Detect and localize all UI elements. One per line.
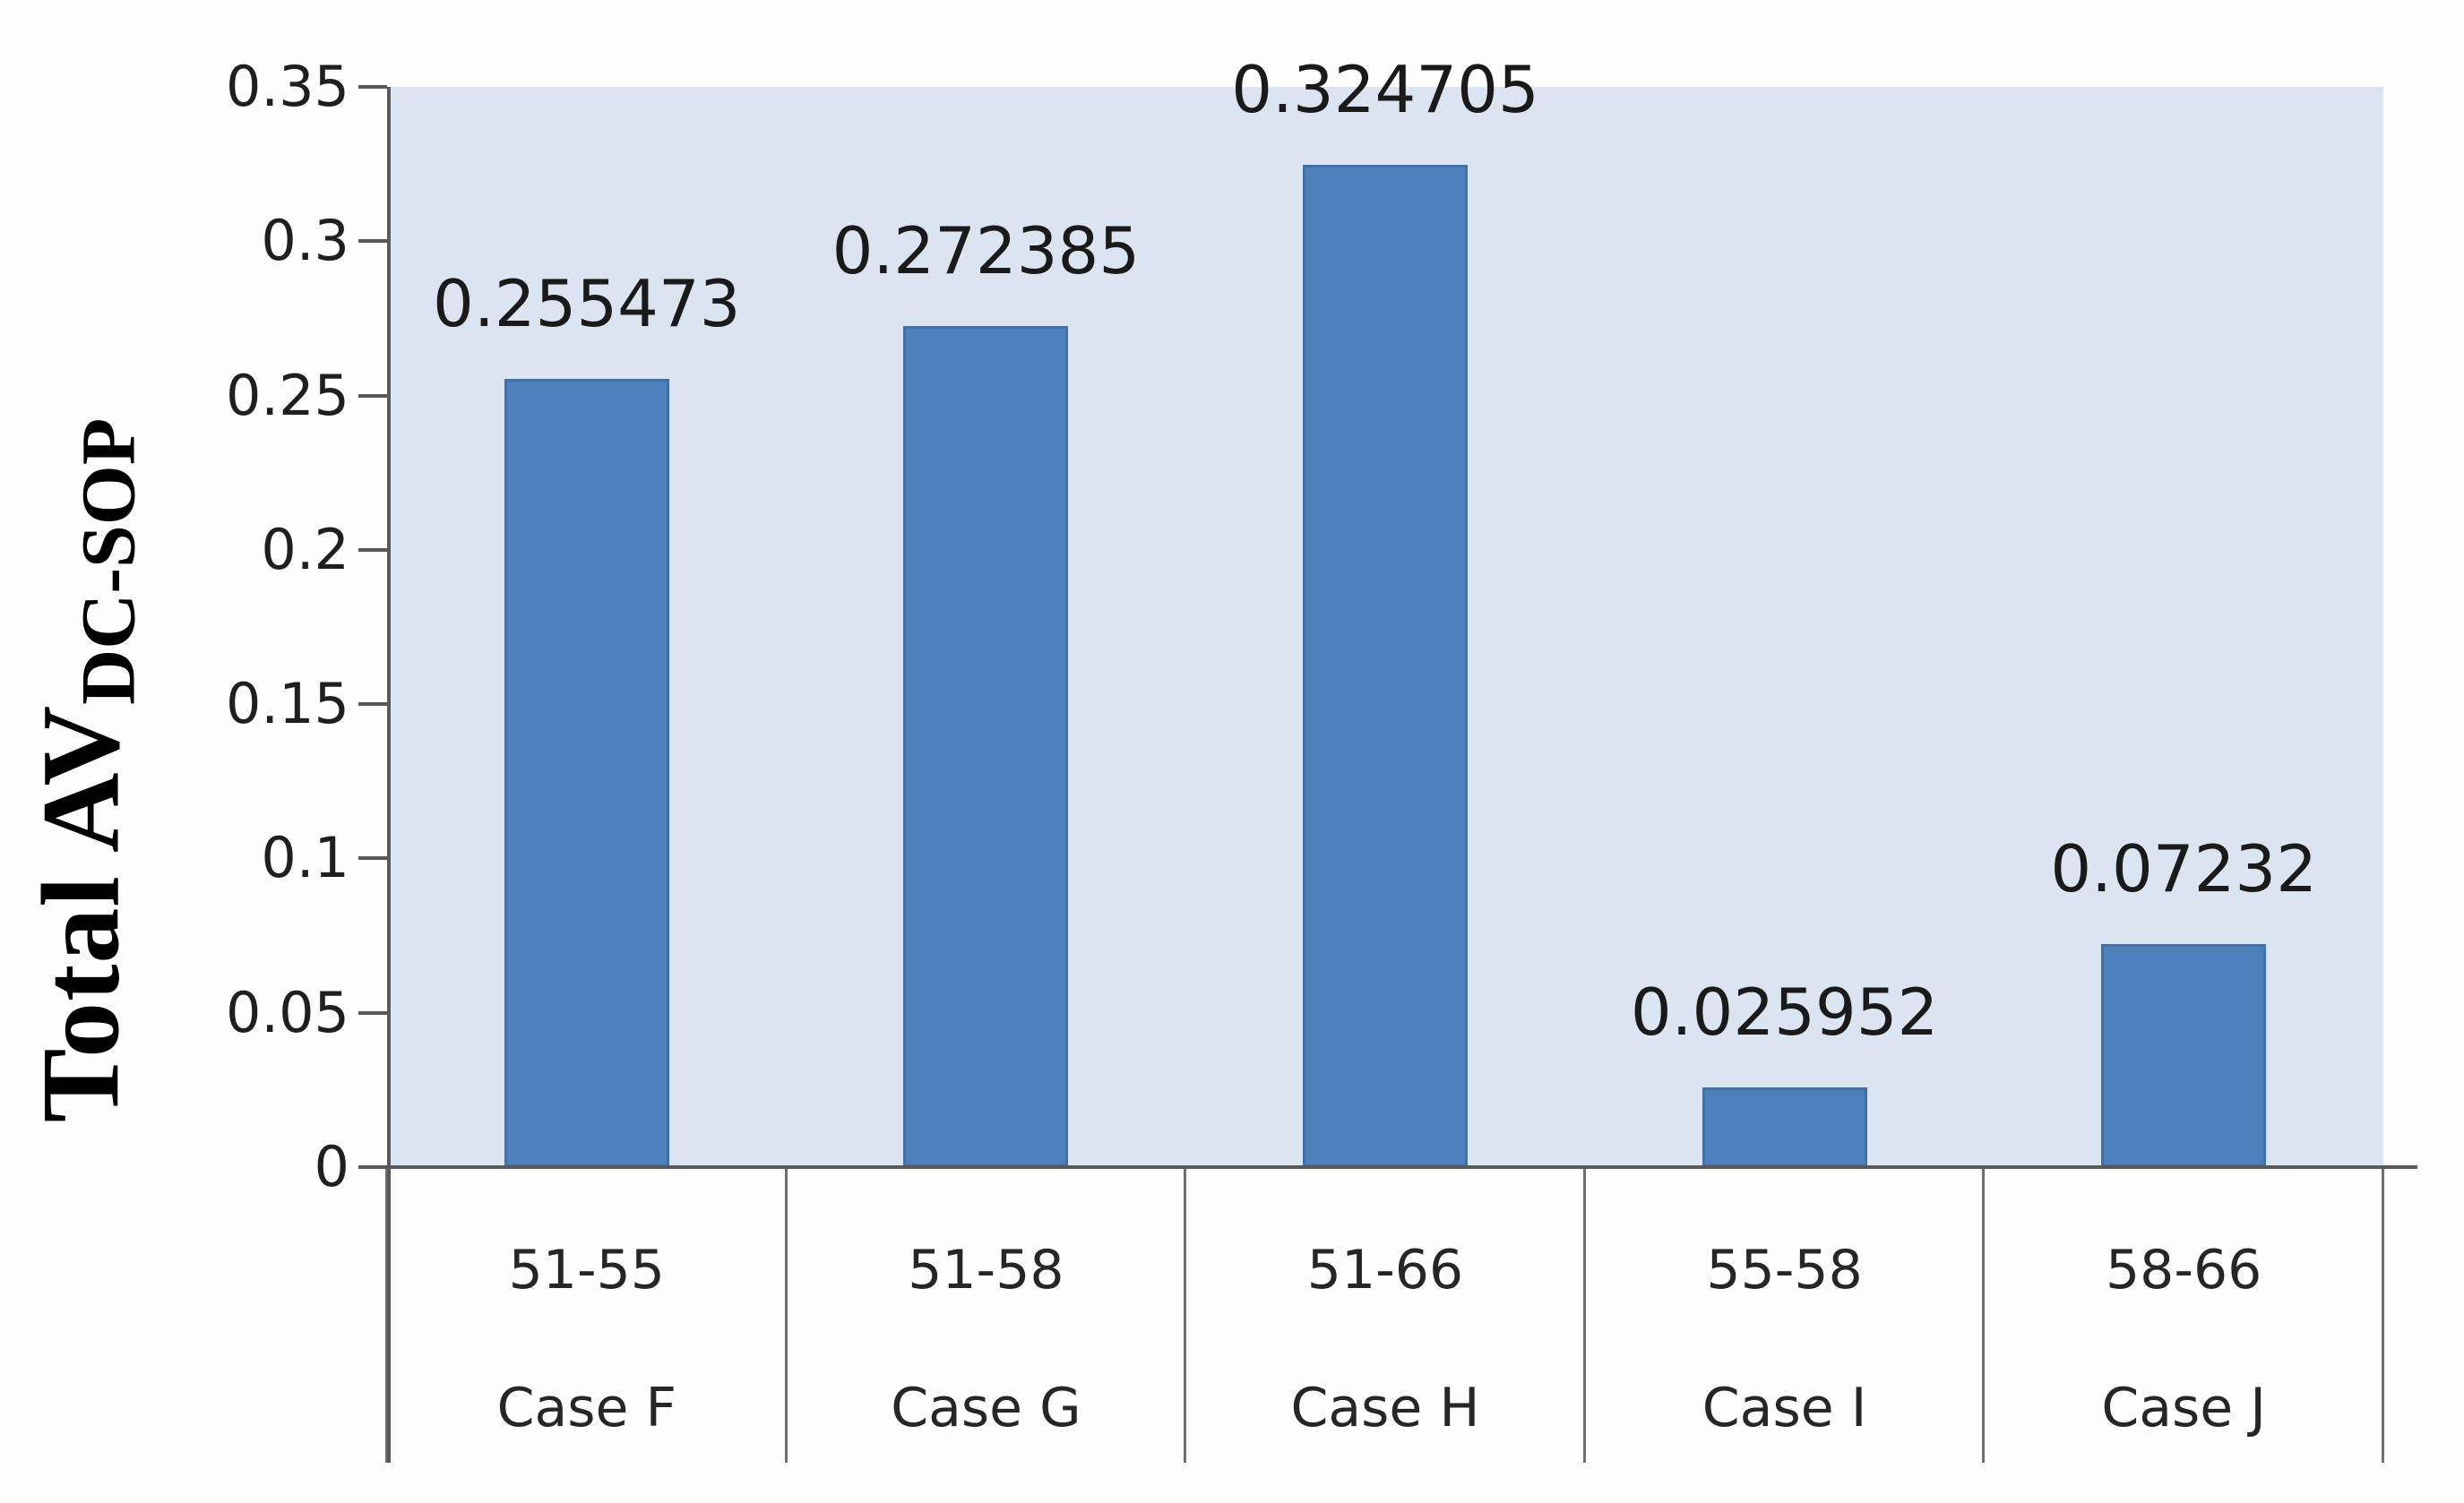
category-separator [2382,1167,2384,1463]
bar [2101,943,2267,1167]
bar-value-label: 0.272385 [831,213,1141,289]
category-range-label: 58-66 [2106,1239,2262,1301]
category-case-label: Case J [2101,1377,2266,1439]
y-tick-mark [358,239,387,244]
category-range-label: 51-55 [508,1239,665,1301]
y-tick-label: 0.25 [225,362,349,428]
y-tick-label: 0.35 [225,54,349,119]
category-separator [385,1167,388,1463]
bar-value-label: 0.324705 [1231,52,1539,128]
y-tick-label: 0.05 [225,979,349,1045]
bar [1303,165,1468,1167]
category-range-label: 51-66 [1306,1239,1464,1301]
y-axis-title-main: Total AV [19,704,142,1123]
category-separator [784,1167,788,1463]
x-axis-line [358,1165,2417,1169]
category-separator [1582,1167,1586,1463]
y-tick-label: 0.2 [261,516,349,582]
bar-value-label: 0.255473 [433,265,741,341]
category-range-label: 51-58 [908,1239,1064,1301]
bar [504,378,669,1167]
bar-value-label: 0.025952 [1630,974,1939,1050]
category-separator [1184,1167,1187,1463]
category-case-label: Case F [496,1377,676,1439]
y-tick-mark [358,547,387,552]
category-separator [1982,1167,1986,1463]
category-range-label: 55-58 [1706,1239,1863,1301]
y-axis-line [387,87,391,1463]
bar-value-label: 0.07232 [2050,830,2318,906]
y-tick-label: 0.15 [225,671,349,737]
category-case-label: Case I [1702,1377,1867,1439]
y-tick-mark [358,1010,387,1015]
bar [1702,1086,1867,1167]
y-tick-mark [358,393,387,398]
y-tick-label: 0 [314,1134,349,1199]
y-tick-mark [358,856,387,861]
category-case-label: Case H [1290,1377,1480,1439]
bar [903,326,1069,1167]
y-tick-mark [358,702,387,707]
category-case-label: Case G [891,1377,1081,1439]
y-tick-label: 0.3 [261,208,349,274]
y-tick-mark [358,85,387,89]
y-tick-label: 0.1 [261,825,349,891]
